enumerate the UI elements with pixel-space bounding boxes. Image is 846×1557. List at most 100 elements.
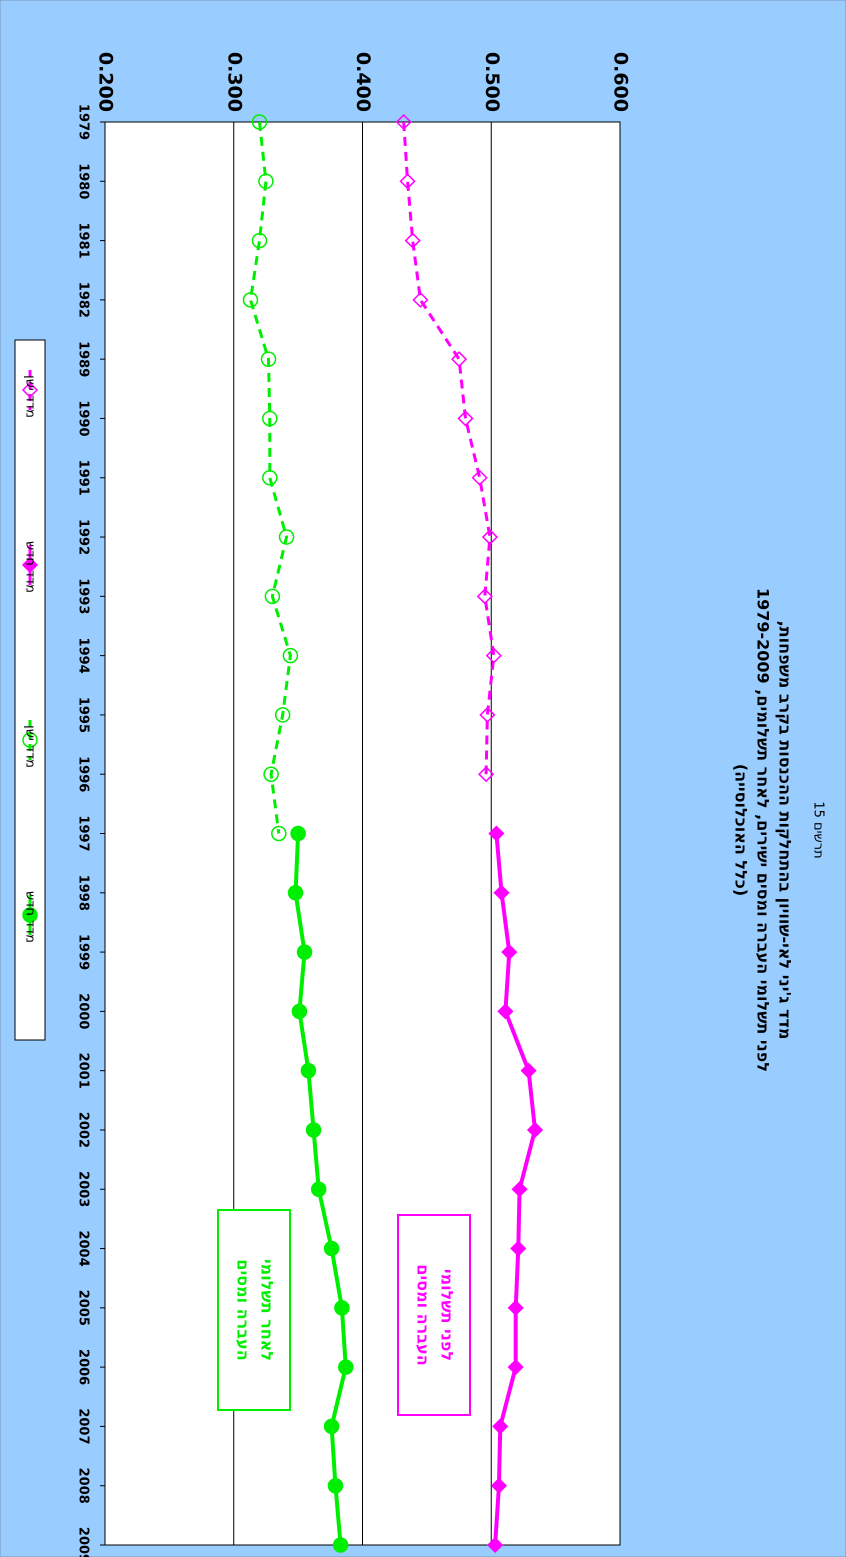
point bbox=[488, 825, 505, 842]
x-tick-label: 1979 bbox=[76, 104, 91, 140]
point bbox=[305, 1122, 322, 1138]
point bbox=[332, 1537, 349, 1553]
point bbox=[481, 528, 499, 546]
point bbox=[476, 588, 493, 605]
point bbox=[451, 351, 468, 368]
point bbox=[479, 706, 496, 723]
point bbox=[263, 766, 279, 782]
x-tick-label: 1981 bbox=[76, 222, 91, 258]
point bbox=[274, 707, 291, 723]
x-tick-label: 1994 bbox=[76, 638, 91, 674]
legend bbox=[14, 339, 46, 1041]
point bbox=[251, 232, 268, 249]
point bbox=[395, 113, 412, 131]
x-tick-label: 2007 bbox=[76, 1408, 91, 1444]
point bbox=[300, 1062, 317, 1079]
point bbox=[526, 1121, 544, 1139]
x-tick-label: 1999 bbox=[76, 934, 91, 970]
point bbox=[21, 556, 39, 574]
x-tick-label: 1992 bbox=[76, 519, 91, 555]
x-tick-label: 2005 bbox=[76, 1290, 91, 1326]
x-tick-label: 1980 bbox=[76, 163, 91, 199]
y-tick-label: 0.400 bbox=[352, 52, 374, 112]
annotation: העברה ומסים bbox=[234, 1259, 253, 1360]
point bbox=[323, 1418, 340, 1435]
legend-label: מדד חדש bbox=[23, 891, 38, 943]
point bbox=[492, 1418, 509, 1435]
y-tick-label: 0.600 bbox=[610, 52, 632, 112]
point bbox=[487, 1536, 504, 1554]
point bbox=[334, 1300, 350, 1316]
point bbox=[282, 647, 299, 664]
x-tick-label: 1996 bbox=[76, 756, 91, 792]
x-tick-label: 1995 bbox=[76, 697, 91, 733]
point bbox=[262, 470, 278, 486]
y-tick-label: 0.300 bbox=[223, 52, 245, 112]
point bbox=[262, 410, 278, 427]
annotation: העברה ומסים bbox=[414, 1264, 433, 1365]
legend-label: מדד ישן bbox=[23, 375, 38, 418]
point bbox=[260, 351, 277, 367]
point bbox=[507, 1299, 524, 1316]
point bbox=[471, 469, 488, 486]
chart-title: (כלל האוכלוסייה) bbox=[732, 764, 751, 896]
point bbox=[21, 381, 39, 399]
x-tick-label: 1997 bbox=[76, 815, 91, 851]
point bbox=[242, 292, 259, 308]
x-tick-label: 1991 bbox=[76, 460, 91, 496]
point bbox=[399, 173, 416, 190]
point bbox=[404, 232, 421, 249]
point bbox=[258, 173, 274, 190]
point bbox=[478, 766, 495, 783]
x-tick-label: 1998 bbox=[76, 875, 91, 911]
point bbox=[520, 1062, 537, 1079]
point bbox=[271, 825, 287, 842]
point bbox=[497, 1003, 514, 1020]
y-tick-label: 0.200 bbox=[95, 52, 117, 112]
point bbox=[291, 1003, 308, 1020]
chart-subtitle: תרשים 15 bbox=[811, 801, 826, 858]
point bbox=[327, 1477, 344, 1494]
chart-title: מדד ג'יני לאי-שוויון בהתחלקות ההכנסות בק… bbox=[776, 621, 795, 1040]
point bbox=[310, 1181, 327, 1197]
point bbox=[287, 885, 304, 901]
x-tick-label: 2004 bbox=[76, 1230, 91, 1266]
point bbox=[278, 529, 295, 545]
y-tick-label: 0.500 bbox=[481, 52, 503, 112]
point bbox=[501, 944, 518, 961]
annotation: לפני תשלומי bbox=[438, 1269, 457, 1361]
legend-label: מדד ישן bbox=[23, 725, 38, 768]
x-tick-label: 2000 bbox=[76, 993, 91, 1029]
point bbox=[323, 1240, 340, 1257]
point bbox=[485, 647, 502, 664]
x-tick-label: 2009 bbox=[76, 1527, 91, 1557]
point bbox=[510, 1240, 527, 1257]
legend-label: מדד חדש bbox=[23, 541, 38, 593]
series-line bbox=[248, 121, 292, 834]
x-tick-label: 2002 bbox=[76, 1112, 91, 1148]
point bbox=[290, 825, 306, 842]
x-tick-label: 2008 bbox=[76, 1468, 91, 1504]
x-tick-label: 1989 bbox=[76, 341, 91, 377]
chart-title: לפני תשלומי העברה ומסים ישירים, לאחר תשל… bbox=[754, 588, 773, 1072]
x-tick-label: 1990 bbox=[76, 400, 91, 436]
x-tick-label: 2003 bbox=[76, 1171, 91, 1207]
x-tick-label: 2001 bbox=[76, 1053, 91, 1089]
point bbox=[412, 291, 429, 308]
point bbox=[338, 1359, 354, 1375]
point bbox=[251, 114, 268, 130]
x-tick-label: 1993 bbox=[76, 578, 91, 614]
point bbox=[511, 1181, 528, 1198]
point bbox=[22, 732, 38, 748]
point bbox=[490, 1477, 508, 1494]
rotated-chart: תרשים 15 מדד ג'יני לאי-שוויון בהתחלקות ה… bbox=[14, 52, 826, 1557]
annotation-box bbox=[397, 1214, 471, 1416]
series-line bbox=[402, 121, 496, 775]
point bbox=[493, 884, 510, 901]
point bbox=[457, 410, 474, 427]
point bbox=[507, 1359, 524, 1376]
point bbox=[264, 588, 281, 605]
x-tick-label: 1982 bbox=[76, 282, 91, 318]
annotation: לאחר תשלומי bbox=[258, 1259, 277, 1361]
